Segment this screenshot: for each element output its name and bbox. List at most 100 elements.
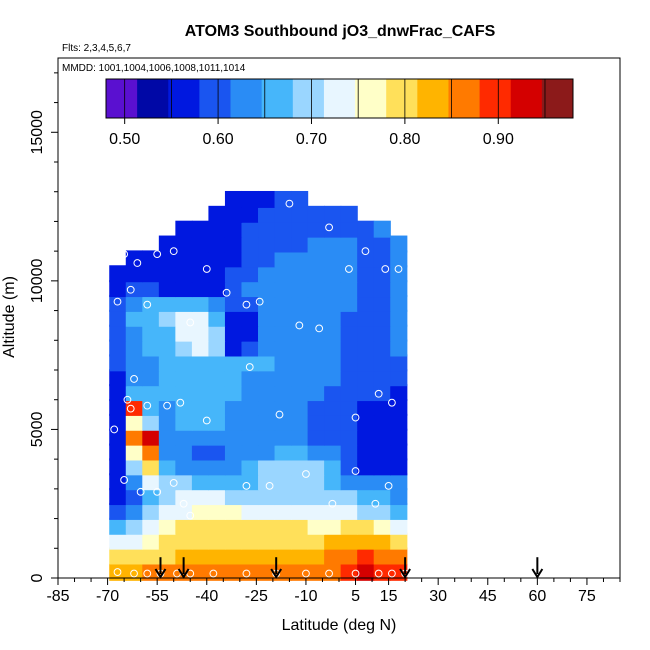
heatmap-cell (340, 324, 358, 342)
heatmap-cell (373, 547, 391, 565)
heatmap-cell (208, 413, 226, 431)
x-tick-label: 5 (351, 588, 360, 605)
x-tick-label: -85 (46, 588, 69, 605)
heatmap-cell (208, 250, 226, 268)
heatmap-cell (109, 563, 127, 581)
observation-point (444, 569, 452, 578)
observation-point (573, 476, 581, 484)
heatmap-cell (109, 473, 127, 491)
y-tick-label: 0 (29, 573, 46, 582)
heatmap-cell (224, 458, 243, 476)
heatmap-cell (208, 280, 226, 298)
heatmap-cell (373, 265, 391, 283)
heatmap-cell (357, 250, 375, 268)
observation-point (179, 499, 188, 508)
heatmap-cell (191, 413, 210, 431)
heatmap-cell (274, 502, 292, 520)
heatmap-cell (258, 502, 276, 520)
colorbar-swatch (168, 79, 200, 118)
observation-point (202, 265, 211, 273)
observation-point (387, 398, 396, 407)
heatmap-cell (307, 250, 325, 268)
heatmap-cell (274, 205, 292, 223)
observation-point (265, 481, 274, 490)
heatmap-cell (373, 294, 391, 312)
heatmap-cell (241, 220, 259, 238)
heatmap-cell (307, 428, 325, 446)
heatmap-cell (142, 488, 160, 506)
heatmap-cell (208, 369, 226, 387)
heatmap-cell (291, 398, 309, 416)
heatmap-cell (390, 309, 408, 327)
heatmap-cell (125, 488, 143, 506)
heatmap-cell (175, 547, 193, 565)
heatmap-cell (324, 265, 342, 283)
heatmap-cell (241, 488, 259, 506)
heatmap-cell (357, 354, 375, 372)
heatmap-cell (142, 413, 160, 431)
heatmap-cell (158, 235, 176, 253)
heatmap-cell (307, 324, 325, 342)
observation-point (113, 568, 122, 576)
heatmap-cell (340, 354, 358, 372)
observation-point (407, 380, 416, 389)
heatmap-cell (291, 547, 309, 565)
heatmap-cell (307, 517, 325, 535)
heatmap-cell (241, 384, 259, 402)
heatmap-cell (274, 384, 292, 402)
heatmap-cell (142, 443, 160, 461)
heatmap-cell (241, 428, 259, 446)
heatmap-cell (390, 354, 408, 372)
heatmap-cell (291, 309, 309, 327)
heatmap-cell (142, 502, 160, 520)
heatmap-cell (340, 339, 358, 357)
heatmap-cell (191, 294, 210, 312)
heatmap-cell (373, 458, 391, 476)
heatmap-cell (191, 235, 210, 253)
heatmap-cell (241, 443, 259, 461)
observation-point (374, 389, 383, 398)
observation-point (242, 569, 251, 578)
heatmap-cell (357, 220, 375, 238)
observation-point (285, 199, 294, 208)
heatmap-cell (208, 354, 226, 372)
observation-point (345, 265, 353, 273)
heatmap-cell (390, 428, 408, 446)
heatmap-cell (125, 502, 143, 520)
heatmap-cell (109, 488, 127, 506)
heatmap-cell (324, 517, 342, 535)
heatmap-cell (142, 532, 160, 550)
heatmap-cell (340, 250, 358, 268)
heatmap-cell (390, 502, 408, 520)
heatmap-cell (274, 324, 292, 342)
heatmap-cell (109, 384, 127, 402)
observation-point (520, 259, 529, 267)
heatmap-cell (307, 354, 325, 372)
observation-point (130, 569, 138, 578)
heatmap-cell (158, 413, 176, 431)
heatmap-cell (224, 488, 243, 506)
heatmap-cell (307, 563, 325, 581)
heatmap-cell (274, 532, 292, 550)
heatmap-cell (324, 502, 342, 520)
heatmap-cell (390, 280, 408, 298)
heatmap-cell (191, 517, 210, 535)
heatmap-cell (357, 532, 375, 550)
heatmap-cell (373, 235, 391, 253)
heatmap-cell (274, 458, 292, 476)
heatmap-cell (340, 473, 358, 491)
heatmap-cell (241, 532, 259, 550)
heatmap-cell (191, 547, 210, 565)
heatmap-cell (340, 488, 358, 506)
heatmap-cell (142, 398, 160, 416)
heatmap-cell (324, 458, 342, 476)
observation-point (351, 467, 360, 475)
colorbar-tick-label: 0.70 (296, 131, 327, 148)
observation-point (467, 449, 476, 458)
y-tick-label: 15000 (29, 110, 46, 155)
heatmap-cell (208, 384, 226, 402)
heatmap-cell (390, 413, 408, 431)
observation-point (120, 250, 129, 259)
heatmap-cell (390, 339, 408, 357)
heatmap-cell (373, 339, 391, 357)
